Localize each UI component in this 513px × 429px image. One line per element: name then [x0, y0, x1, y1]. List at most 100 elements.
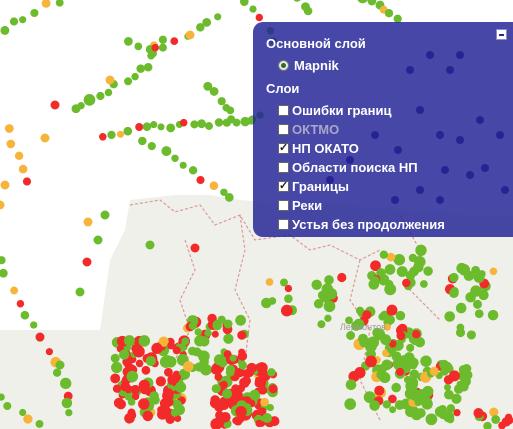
overlay-item[interactable]: Реки [266, 196, 513, 215]
settlement-point[interactable] [358, 333, 368, 344]
checkbox[interactable] [278, 162, 289, 173]
settlement-point[interactable] [262, 413, 273, 423]
settlement-point[interactable] [205, 122, 213, 130]
settlement-point[interactable] [126, 370, 139, 383]
settlement-point[interactable] [170, 37, 179, 45]
settlement-point[interactable] [483, 421, 492, 429]
settlement-point[interactable] [179, 161, 187, 169]
settlement-point[interactable] [136, 64, 145, 73]
settlement-point[interactable] [174, 414, 182, 423]
settlement-point[interactable] [439, 359, 449, 370]
settlement-point[interactable] [219, 396, 230, 407]
settlement-point[interactable] [138, 136, 147, 146]
settlement-point[interactable] [345, 379, 357, 391]
settlement-point[interactable] [220, 380, 228, 389]
settlement-point[interactable] [9, 17, 19, 26]
settlement-point[interactable] [267, 368, 276, 377]
settlement-point[interactable] [22, 177, 32, 186]
settlement-point[interactable] [450, 287, 459, 296]
settlement-point[interactable] [138, 335, 151, 347]
settlement-point[interactable] [414, 398, 423, 407]
settlement-point[interactable] [449, 272, 459, 283]
settlement-point[interactable] [409, 266, 419, 277]
overlay-item[interactable]: Устья без продолжения [266, 215, 513, 234]
settlement-point[interactable] [446, 415, 455, 424]
settlement-point[interactable] [381, 359, 393, 371]
settlement-point[interactable] [353, 318, 365, 330]
settlement-point[interactable] [249, 5, 257, 13]
settlement-point[interactable] [386, 252, 396, 262]
settlement-point[interactable] [124, 393, 133, 401]
settlement-point[interactable] [365, 340, 377, 353]
settlement-point[interactable] [370, 276, 380, 286]
settlement-point[interactable] [209, 181, 219, 190]
settlement-point[interactable] [181, 337, 190, 346]
settlement-point[interactable] [229, 354, 237, 362]
settlement-point[interactable] [376, 268, 386, 278]
settlement-point[interactable] [0, 393, 5, 401]
settlement-point[interactable] [211, 384, 221, 394]
settlement-point[interactable] [232, 118, 241, 127]
settlement-point[interactable] [372, 327, 383, 338]
settlement-point[interactable] [35, 419, 44, 428]
settlement-point[interactable] [20, 310, 30, 320]
settlement-point[interactable] [396, 367, 405, 376]
settlement-point[interactable] [367, 0, 377, 6]
settlement-point[interactable] [175, 381, 187, 393]
settlement-point[interactable] [223, 319, 233, 329]
settlement-point[interactable] [119, 349, 130, 360]
settlement-point[interactable] [142, 410, 154, 422]
settlement-point[interactable] [214, 373, 223, 381]
settlement-point[interactable] [438, 404, 447, 414]
settlement-point[interactable] [463, 370, 473, 380]
settlement-point[interactable] [196, 23, 205, 32]
settlement-point[interactable] [158, 43, 167, 52]
settlement-point[interactable] [199, 357, 209, 367]
settlement-point[interactable] [429, 366, 439, 376]
settlement-point[interactable] [151, 342, 163, 354]
settlement-point[interactable] [238, 348, 246, 356]
settlement-point[interactable] [172, 346, 181, 355]
settlement-point[interactable] [131, 344, 139, 353]
settlement-point[interactable] [131, 72, 139, 81]
settlement-point[interactable] [214, 118, 224, 127]
settlement-point[interactable] [280, 304, 293, 317]
settlement-point[interactable] [172, 399, 182, 410]
settlement-point[interactable] [255, 419, 263, 428]
settlement-point[interactable] [459, 382, 469, 392]
settlement-point[interactable] [443, 383, 452, 391]
settlement-point[interactable] [473, 408, 484, 419]
settlement-point[interactable] [3, 401, 12, 411]
settlement-point[interactable] [374, 385, 385, 396]
settlement-point[interactable] [344, 398, 357, 410]
settlement-point[interactable] [284, 284, 293, 293]
settlement-point[interactable] [446, 404, 456, 413]
settlement-point[interactable] [157, 123, 165, 131]
settlement-point[interactable] [393, 14, 402, 23]
settlement-point[interactable] [409, 369, 420, 380]
settlement-point[interactable] [150, 121, 158, 129]
minimize-button[interactable] [496, 29, 507, 40]
settlement-point[interactable] [254, 377, 263, 386]
settlement-point[interactable] [19, 408, 27, 417]
settlement-point[interactable] [395, 310, 406, 321]
settlement-point[interactable] [163, 367, 173, 377]
settlement-point[interactable] [345, 316, 353, 325]
settlement-point[interactable] [405, 406, 416, 418]
settlement-point[interactable] [134, 42, 143, 51]
settlement-point[interactable] [391, 351, 402, 362]
settlement-point[interactable] [466, 330, 476, 340]
settlement-point[interactable] [465, 292, 476, 303]
settlement-point[interactable] [382, 400, 391, 409]
settlement-point[interactable] [423, 266, 433, 276]
settlement-point[interactable] [210, 365, 220, 375]
settlement-point[interactable] [159, 398, 171, 409]
overlay-item[interactable]: ОКТМО [266, 120, 513, 139]
settlement-point[interactable] [293, 0, 301, 2]
settlement-point[interactable] [392, 359, 401, 368]
settlement-point[interactable] [235, 314, 246, 326]
settlement-point[interactable] [123, 36, 133, 46]
settlement-point[interactable] [474, 309, 484, 319]
settlement-point[interactable] [409, 361, 418, 370]
settlement-point[interactable] [14, 151, 24, 161]
